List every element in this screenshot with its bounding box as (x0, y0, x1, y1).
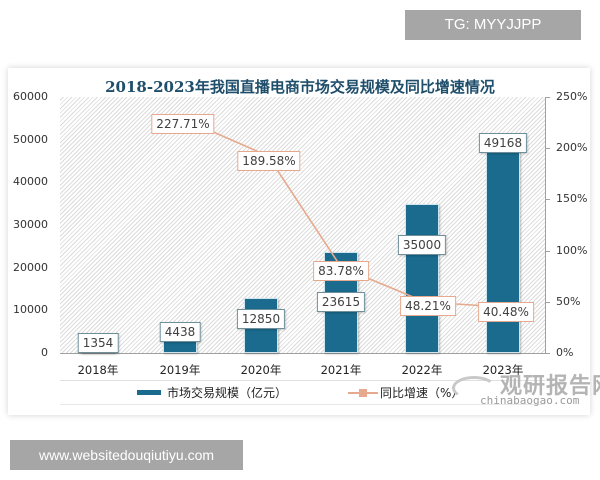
y-right-tick-mark (545, 251, 550, 252)
legend-item-bar: 市场交易规模（亿元） (137, 384, 287, 401)
y-right-tick: 150% (556, 192, 588, 205)
x-tick-label: 2023年 (482, 363, 524, 377)
y-right-tick: 250% (556, 90, 588, 103)
right-y-axis-line (545, 97, 546, 354)
growth-value-label: 40.48% (478, 302, 534, 322)
y-right-tick-mark (545, 148, 550, 149)
line-marker-swatch-icon (348, 388, 378, 398)
growth-value-label: 227.71% (151, 114, 215, 134)
x-tick-label: 2022年 (401, 363, 443, 377)
x-tick-label: 2018年 (77, 363, 119, 377)
legend-item-line: 同比增速（%） (348, 384, 463, 401)
y-left-tick: 40000 (13, 175, 48, 188)
bar-swatch-icon (137, 390, 161, 395)
y-right-tick-mark (545, 199, 550, 200)
x-axis-line (60, 353, 545, 354)
legend-line-label: 同比增速（%） (380, 386, 464, 400)
y-left-tick: 20000 (13, 261, 48, 274)
legend-divider (60, 404, 545, 405)
bar-value-label: 35000 (397, 235, 447, 255)
y-right-tick-mark (545, 302, 550, 303)
y-right-tick: 200% (556, 141, 588, 154)
legend-bar-label: 市场交易规模（亿元） (167, 386, 288, 400)
x-tick-label: 2020年 (240, 363, 282, 377)
y-right-tick: 50% (556, 295, 581, 308)
y-left-tick: 50000 (13, 133, 48, 146)
y-right-tick-mark (545, 353, 550, 354)
growth-value-label: 83.78% (313, 261, 369, 281)
bar-value-label: 49168 (478, 133, 528, 153)
bar-value-label: 12850 (236, 309, 286, 329)
url-watermark-badge: www.websitedouqiutiyu.com (10, 440, 243, 470)
eye-logo-icon (452, 376, 496, 400)
chart-title: 2018-2023年我国直播电商市场交易规模及同比增速情况 (105, 78, 495, 96)
y-left-tick: 30000 (13, 218, 48, 231)
growth-value-label: 48.21% (400, 296, 456, 316)
bar-value-label: 23615 (316, 292, 366, 312)
chinabaogao-logo: 观研报告网 chinabaogao.com (452, 368, 600, 412)
bar-value-label: 1354 (77, 333, 119, 353)
legend-divider (60, 380, 545, 381)
growth-value-label: 189.58% (237, 151, 301, 171)
y-right-tick-mark (545, 97, 550, 98)
y-left-tick: 0 (41, 346, 48, 359)
y-left-tick: 10000 (13, 303, 48, 316)
plot-area (60, 97, 545, 353)
tg-watermark-badge: TG: MYYJJPP (405, 10, 581, 40)
bar-value-label: 4438 (159, 322, 201, 342)
x-tick-label: 2019年 (159, 363, 201, 377)
logo-text-cn: 观研报告网 (500, 374, 600, 399)
x-tick-label: 2021年 (320, 363, 362, 377)
y-right-tick: 0% (556, 346, 574, 359)
logo-text-en: chinabaogao.com (480, 394, 580, 407)
y-right-tick: 100% (556, 244, 588, 257)
bar-2022 (405, 204, 439, 353)
y-left-tick: 60000 (13, 90, 48, 103)
